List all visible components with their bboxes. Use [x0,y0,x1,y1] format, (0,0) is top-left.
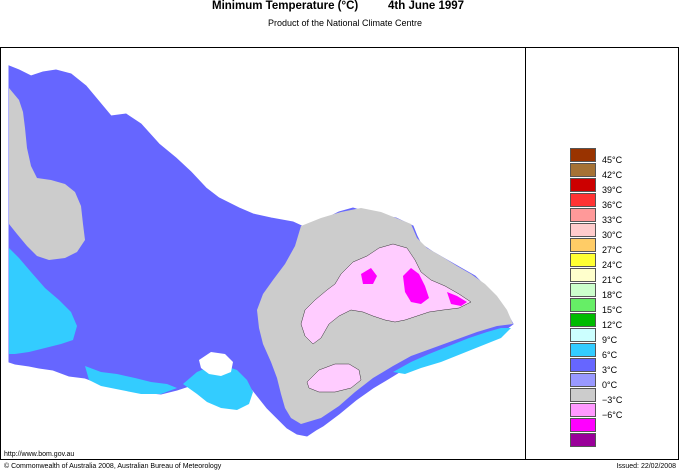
legend-item: 33°C [570,208,640,225]
state-3c-zone [8,65,514,437]
legend-item: 45°C [570,148,640,165]
legend-item: 3°C [570,358,640,375]
legend-swatch [570,268,596,282]
map-subtitle: Product of the National Climate Centre [267,18,423,28]
legend-item: 42°C [570,163,640,180]
legend-swatch [570,163,596,177]
east-neg3c-zone [300,243,472,345]
source-url: http://www.bom.gov.au [4,451,75,458]
map-frame [0,47,679,460]
map-date: 4th June 1997 [388,0,465,12]
legend-label: 21°C [602,275,623,285]
legend-label: 6°C [602,350,618,360]
legend-item: 12°C [570,313,640,330]
coast-6c-zone-east [393,328,511,374]
legend-label: 9°C [602,335,618,345]
legend-label: 33°C [602,215,623,225]
south-neg3c-zone [306,363,362,393]
legend-label: 24°C [602,260,623,270]
coast-6c-zone-south [85,366,177,394]
legend-label: 0°C [602,380,618,390]
neg6c-patch-a [361,268,377,284]
map-title: Minimum Temperature (°C) [212,0,359,12]
legend-label: −6°C [602,410,623,420]
legend-swatch [570,433,596,447]
legend-item: 9°C [570,328,640,345]
legend-swatch [570,253,596,267]
coast-6c-zone-central [183,366,253,410]
legend-item [570,433,640,448]
legend-item: −6°C [570,403,640,420]
legend-swatch [570,193,596,207]
copyright-notice: © Commonwealth of Australia 2008, Austra… [4,463,222,470]
neg6c-patch-c [447,292,467,306]
legend-swatch [570,403,596,417]
legend-label: 45°C [602,155,623,165]
legend-swatch [570,343,596,357]
legend-label: −3°C [602,395,623,405]
legend-swatch [570,328,596,342]
legend-swatch [570,178,596,192]
issued-date: Issued: 22/02/2008 [616,463,676,470]
legend-label: 39°C [602,185,623,195]
legend-label: 12°C [602,320,623,330]
port-phillip-bay [199,352,233,376]
legend-item: 6°C [570,343,640,360]
legend-item: 0°C [570,373,640,390]
legend-label: 15°C [602,305,623,315]
legend-item: 15°C [570,298,640,315]
header: Minimum Temperature (°C) 4th June 1997 [0,0,680,14]
temperature-legend: 45°C 42°C 39°C 36°C 33°C 30°C 27°C 24°C 21°C 18°C… [570,148,640,448]
legend-item: 21°C [570,268,640,285]
legend-swatch [570,313,596,327]
legend-label: 27°C [602,245,623,255]
legend-label: 18°C [602,290,623,300]
legend-item: 39°C [570,178,640,195]
legend-label: 30°C [602,230,623,240]
legend-swatch [570,208,596,222]
neg6c-patch-b [403,268,429,304]
frame-divider [525,47,526,460]
legend-item: 18°C [570,283,640,300]
legend-swatch [570,223,596,237]
legend-item: −3°C [570,388,640,405]
legend-label: 3°C [602,365,618,375]
legend-swatch [570,238,596,252]
legend-item: 30°C [570,223,640,240]
coast-6c-zone-west [9,248,77,354]
legend-item [570,418,640,433]
legend-swatch [570,148,596,162]
west-0c-zone [9,88,85,260]
legend-swatch [570,418,596,432]
legend-swatch [570,373,596,387]
legend-label: 36°C [602,200,623,210]
legend-swatch [570,388,596,402]
legend-item: 27°C [570,238,640,255]
victoria-map [8,65,514,437]
legend-item: 36°C [570,193,640,210]
legend-label: 42°C [602,170,623,180]
legend-swatch [570,283,596,297]
legend-item: 24°C [570,253,640,270]
legend-swatch [570,298,596,312]
legend-swatch [570,358,596,372]
